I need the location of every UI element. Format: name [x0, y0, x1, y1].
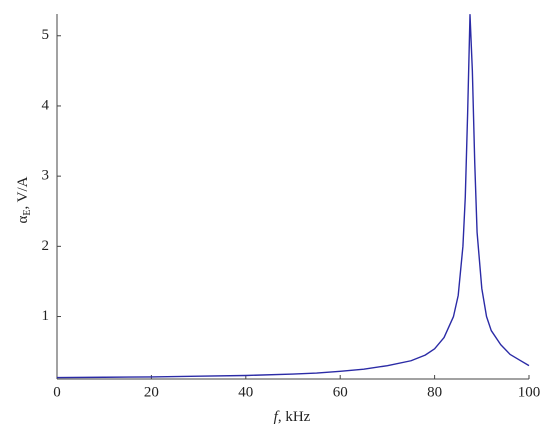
x-axis-label: f, kHz — [274, 409, 311, 425]
y-label-sub: E — [22, 210, 33, 216]
y-tick-label: 1 — [42, 308, 50, 324]
y-tick-label: 2 — [42, 238, 50, 254]
x-tick-label: 100 — [518, 384, 541, 400]
y-axis-label: αE, V/A — [15, 176, 33, 223]
x-tick-label: 40 — [238, 384, 253, 400]
data-line — [56, 14, 530, 379]
y-label-unit: , V/A — [15, 176, 31, 209]
y-label-var: α — [15, 216, 31, 224]
x-label-unit: , kHz — [278, 409, 311, 425]
y-tick-label: 5 — [42, 27, 50, 43]
x-tick-label: 80 — [427, 384, 442, 400]
x-label-var: f — [274, 409, 280, 425]
x-tick-label: 20 — [144, 384, 159, 400]
y-tick-label: 4 — [42, 97, 50, 113]
x-tick-label: 0 — [53, 384, 61, 400]
y-tick-label: 3 — [42, 168, 50, 184]
x-tick-label: 60 — [333, 384, 348, 400]
